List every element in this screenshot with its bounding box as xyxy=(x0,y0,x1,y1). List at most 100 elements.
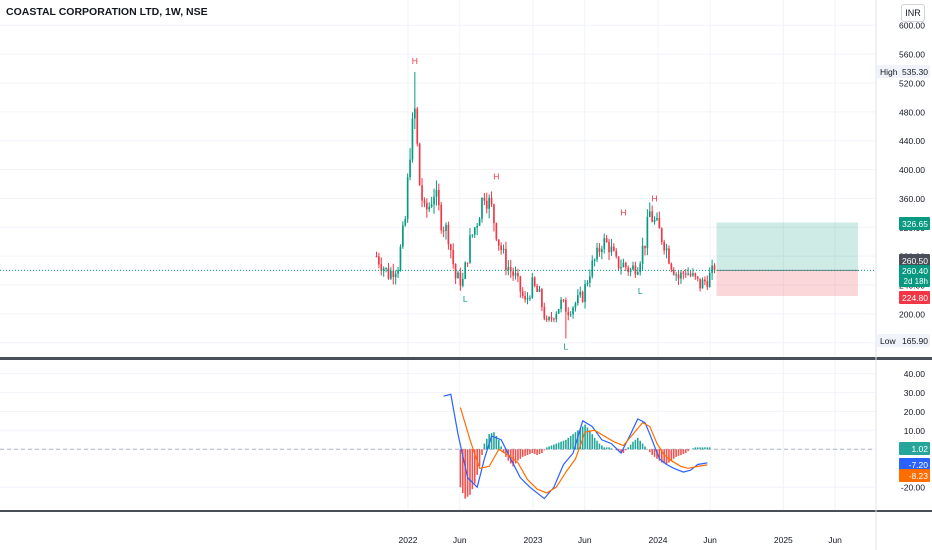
candle-body[interactable] xyxy=(481,197,483,219)
candle-body[interactable] xyxy=(545,318,548,320)
candle-body[interactable] xyxy=(502,248,505,251)
candle-body[interactable] xyxy=(452,250,455,265)
candle-body[interactable] xyxy=(665,248,668,251)
candle-body[interactable] xyxy=(668,248,670,264)
candle-body[interactable] xyxy=(442,230,445,232)
candle-body[interactable] xyxy=(557,309,560,314)
candle-body[interactable] xyxy=(704,279,706,282)
candle-body[interactable] xyxy=(536,285,538,292)
candle-body[interactable] xyxy=(574,303,577,308)
candle-body[interactable] xyxy=(548,317,550,320)
candle-body[interactable] xyxy=(423,200,426,203)
candle-body[interactable] xyxy=(428,206,431,210)
candle-body[interactable] xyxy=(397,270,399,274)
candle-body[interactable] xyxy=(567,311,570,316)
candle-body[interactable] xyxy=(392,270,395,278)
candle-body[interactable] xyxy=(512,271,514,276)
candle-body[interactable] xyxy=(459,272,462,286)
candle-body[interactable] xyxy=(562,299,565,301)
candle-body[interactable] xyxy=(541,289,543,308)
candle-body[interactable] xyxy=(581,291,584,302)
candle-body[interactable] xyxy=(632,265,634,270)
candle-body[interactable] xyxy=(514,273,517,276)
candle-body[interactable] xyxy=(380,264,383,271)
candle-body[interactable] xyxy=(500,245,502,251)
candle-body[interactable] xyxy=(600,249,603,253)
candle-body[interactable] xyxy=(461,278,464,286)
candle-body[interactable] xyxy=(390,270,392,279)
candle-body[interactable] xyxy=(610,246,613,253)
candle-body[interactable] xyxy=(634,265,637,275)
candle-body[interactable] xyxy=(543,307,546,319)
candle-body[interactable] xyxy=(708,272,711,288)
candle-body[interactable] xyxy=(553,318,555,320)
candle-body[interactable] xyxy=(591,260,594,277)
candle-body[interactable] xyxy=(627,267,630,272)
candle-body[interactable] xyxy=(692,273,694,276)
macd-pane[interactable] xyxy=(0,393,875,500)
candle-body[interactable] xyxy=(713,265,716,271)
candle-body[interactable] xyxy=(531,277,534,298)
time-axis[interactable]: 2022 Jun 2023 Jun 2024 Jun 2025 Jun xyxy=(399,535,843,545)
candle-body[interactable] xyxy=(445,224,447,231)
candle-body[interactable] xyxy=(641,245,644,264)
candle-body[interactable] xyxy=(675,274,677,276)
candle-body[interactable] xyxy=(555,313,558,320)
candle-body[interactable] xyxy=(387,267,390,279)
candle-body[interactable] xyxy=(402,225,404,247)
candle-body[interactable] xyxy=(593,259,596,261)
candle-body[interactable] xyxy=(706,281,709,288)
price-candles[interactable] xyxy=(375,71,716,339)
candle-body[interactable] xyxy=(620,267,622,269)
candle-body[interactable] xyxy=(473,227,476,235)
candle-body[interactable] xyxy=(411,118,414,160)
long-position-tool[interactable] xyxy=(716,222,858,297)
candle-body[interactable] xyxy=(394,273,397,278)
loss-zone[interactable] xyxy=(716,270,858,297)
candle-body[interactable] xyxy=(615,250,618,257)
candle-body[interactable] xyxy=(617,256,620,269)
candle-body[interactable] xyxy=(560,299,562,310)
candle-body[interactable] xyxy=(497,239,500,246)
candle-body[interactable] xyxy=(533,277,536,286)
candle-body[interactable] xyxy=(572,307,574,315)
candle-body[interactable] xyxy=(696,276,699,279)
candle-body[interactable] xyxy=(699,278,701,289)
candle-body[interactable] xyxy=(694,273,697,277)
candle-body[interactable] xyxy=(449,244,452,251)
candle-body[interactable] xyxy=(495,223,498,240)
candle-body[interactable] xyxy=(488,197,491,209)
candle-body[interactable] xyxy=(457,272,459,279)
candle-body[interactable] xyxy=(404,219,407,226)
candle-body[interactable] xyxy=(375,256,378,258)
candle-body[interactable] xyxy=(517,273,519,277)
candle-body[interactable] xyxy=(529,297,531,299)
candle-body[interactable] xyxy=(684,273,687,275)
candle-body[interactable] xyxy=(476,225,479,228)
candle-body[interactable] xyxy=(526,297,529,300)
candle-body[interactable] xyxy=(519,276,522,292)
candle-body[interactable] xyxy=(478,218,481,226)
candle-body[interactable] xyxy=(466,262,469,264)
candle-body[interactable] xyxy=(538,289,541,292)
candle-body[interactable] xyxy=(660,228,663,243)
candle-body[interactable] xyxy=(385,267,387,269)
candle-body[interactable] xyxy=(682,272,685,274)
candle-body[interactable] xyxy=(435,189,438,197)
candle-body[interactable] xyxy=(577,295,579,304)
candle-body[interactable] xyxy=(622,262,625,268)
candle-body[interactable] xyxy=(701,279,704,289)
candle-body[interactable] xyxy=(639,263,642,273)
candle-body[interactable] xyxy=(485,200,488,209)
candle-body[interactable] xyxy=(680,272,682,279)
candle-body[interactable] xyxy=(421,185,423,201)
candle-body[interactable] xyxy=(416,108,419,144)
candle-body[interactable] xyxy=(409,159,411,178)
candle-body[interactable] xyxy=(624,262,627,268)
candle-body[interactable] xyxy=(584,284,586,302)
candle-body[interactable] xyxy=(603,238,606,250)
candle-body[interactable] xyxy=(447,224,450,245)
candle-body[interactable] xyxy=(663,242,666,251)
